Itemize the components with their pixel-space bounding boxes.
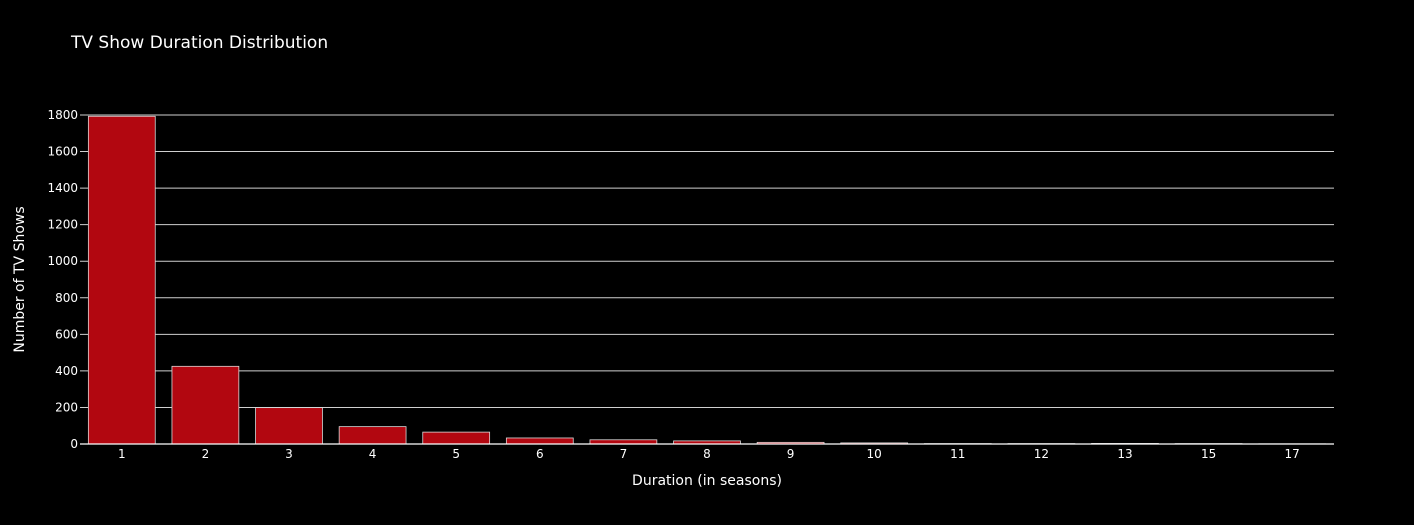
x-tick-label: 17 <box>1285 447 1300 461</box>
x-tick-label: 2 <box>202 447 210 461</box>
x-tick-label: 6 <box>536 447 544 461</box>
y-tick-label: 1200 <box>47 218 78 232</box>
bar-6 <box>505 437 574 445</box>
x-tick-label: 5 <box>452 447 460 461</box>
y-tick-label: 200 <box>55 400 78 414</box>
x-tick-label: 8 <box>703 447 711 461</box>
bars <box>87 115 1327 445</box>
x-tick-label: 15 <box>1201 447 1216 461</box>
x-tick-label: 1 <box>118 447 126 461</box>
bar-3 <box>255 407 323 445</box>
y-tick-label: 1800 <box>47 108 78 122</box>
gridlines <box>80 114 1334 408</box>
x-axis-title: Duration (in seasons) <box>632 473 782 489</box>
y-axis-title: Number of TV Shows <box>12 206 28 352</box>
y-axis-ticks: 0 200 400 600 800 1000 1200 1400 1600 1800 <box>47 108 78 451</box>
x-tick-label: 12 <box>1034 447 1049 461</box>
x-tick-label: 13 <box>1117 447 1132 461</box>
y-tick-label: 0 <box>70 437 78 451</box>
chart-title: TV Show Duration Distribution <box>71 33 329 53</box>
bar-5 <box>422 431 491 445</box>
x-tick-label: 11 <box>950 447 965 461</box>
x-tick-label: 7 <box>620 447 628 461</box>
y-tick-label: 1000 <box>47 254 78 268</box>
x-tick-label: 4 <box>369 447 377 461</box>
y-tick-label: 600 <box>55 327 78 341</box>
bar-1 <box>87 115 156 445</box>
y-tick-label: 1400 <box>47 181 78 195</box>
x-tick-label: 3 <box>285 447 293 461</box>
y-tick-label: 1600 <box>47 145 78 159</box>
bar-2 <box>171 365 240 445</box>
x-tick-label: 9 <box>787 447 795 461</box>
x-tick-label: 10 <box>867 447 882 461</box>
y-tick-label: 800 <box>55 291 78 305</box>
x-axis-ticks: 1 2 3 4 5 6 7 8 9 10 11 12 13 15 17 <box>118 447 1300 461</box>
y-tick-label: 400 <box>55 364 78 378</box>
bar-4 <box>338 426 407 445</box>
bar-7 <box>589 439 658 445</box>
